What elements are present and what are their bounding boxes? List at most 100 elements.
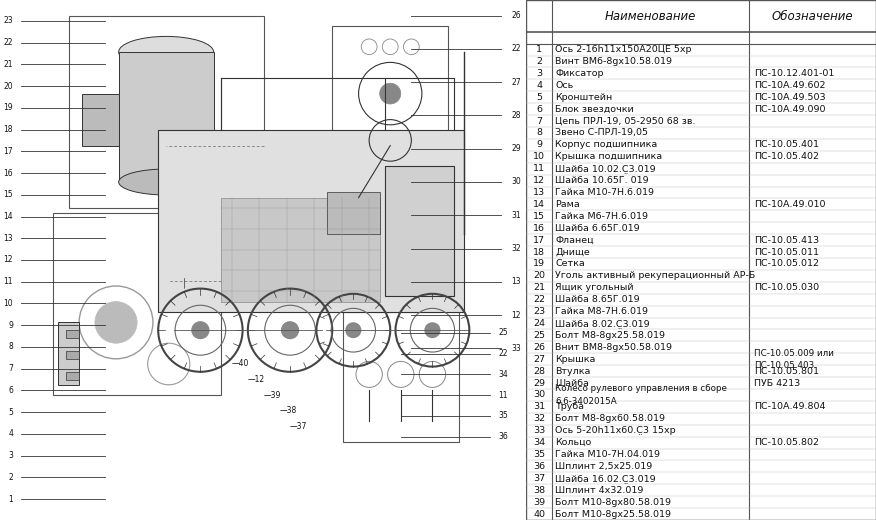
Text: Блок звездочки: Блок звездочки [555, 105, 634, 114]
Text: Корпус подшипника: Корпус подшипника [555, 140, 657, 149]
Circle shape [281, 322, 299, 339]
Text: 15: 15 [4, 190, 13, 199]
Text: 34: 34 [498, 370, 508, 379]
Text: Шайба 8.02.С̤3.019: Шайба 8.02.С̤3.019 [555, 319, 650, 328]
Text: 19: 19 [533, 259, 545, 268]
Text: Труба: Труба [555, 402, 584, 411]
Text: 12: 12 [533, 176, 545, 185]
Text: Кольцо: Кольцо [555, 438, 591, 447]
Bar [118, 52, 214, 182]
Text: ПУБ 4213: ПУБ 4213 [754, 379, 801, 387]
Text: 3: 3 [8, 451, 13, 460]
Text: 6: 6 [8, 386, 13, 395]
Text: Крышка подшипника: Крышка подшипника [555, 152, 662, 161]
Text: 21: 21 [533, 283, 545, 292]
Text: 13: 13 [512, 277, 521, 287]
Text: 37: 37 [533, 474, 545, 483]
Text: ПС-10.05.413: ПС-10.05.413 [754, 236, 819, 245]
Text: 40: 40 [533, 510, 545, 518]
Text: 3: 3 [536, 69, 542, 78]
Text: 32: 32 [533, 414, 545, 423]
Bar [66, 330, 79, 338]
Text: 22: 22 [4, 38, 13, 47]
Text: Шплинт 4x32.019: Шплинт 4x32.019 [555, 486, 644, 495]
Text: 6,6-3402015А: 6,6-3402015А [555, 397, 617, 406]
Text: Кронштейн: Кронштейн [555, 93, 612, 102]
Text: ПС-10А.49.503: ПС-10А.49.503 [754, 93, 826, 102]
Text: —37: —37 [290, 422, 307, 431]
Text: 27: 27 [512, 77, 521, 87]
Text: Звено С-ПРЛ-19,05: Звено С-ПРЛ-19,05 [555, 128, 648, 137]
Text: 24: 24 [533, 319, 545, 328]
Text: 36: 36 [533, 462, 545, 471]
Text: 8: 8 [9, 343, 13, 352]
Text: 36: 36 [498, 432, 508, 441]
Text: Гайка М10-7Н.04.019: Гайка М10-7Н.04.019 [555, 450, 661, 459]
Text: Обозначение: Обозначение [772, 9, 853, 22]
Text: Днище: Днище [555, 248, 590, 256]
Text: Шайба 16.02.С̤3.019: Шайба 16.02.С̤3.019 [555, 474, 656, 483]
Bar [222, 198, 379, 302]
Text: 2: 2 [9, 473, 13, 482]
Text: Рама: Рама [555, 200, 580, 209]
Text: Гайка М6-7Н.6.019: Гайка М6-7Н.6.019 [555, 212, 648, 221]
Bar [159, 130, 464, 312]
Text: 13: 13 [4, 234, 13, 243]
Text: 39: 39 [533, 498, 545, 506]
Text: Болт М8-8gx60.58.019: Болт М8-8gx60.58.019 [555, 414, 665, 423]
Text: Шайба: Шайба [555, 379, 589, 387]
Text: ПС-10А.49.010: ПС-10А.49.010 [754, 200, 826, 209]
Text: Шплинт 2,5x25.019: Шплинт 2,5x25.019 [555, 462, 653, 471]
Text: Шайба 10.65Г. 019: Шайба 10.65Г. 019 [555, 176, 649, 185]
Text: 25: 25 [498, 328, 508, 337]
Text: ПС-10А.49.602: ПС-10А.49.602 [754, 81, 826, 90]
Text: 25: 25 [533, 331, 545, 340]
Text: 18: 18 [533, 248, 545, 256]
Text: 14: 14 [533, 200, 545, 209]
Text: Крышка: Крышка [555, 355, 596, 364]
Text: 16: 16 [533, 224, 545, 233]
Text: 17: 17 [4, 147, 13, 156]
Text: Фиксатор: Фиксатор [555, 69, 604, 78]
Text: Ось 2-16h11x150A20ЦЕ 5хр: Ось 2-16h11x150A20ЦЕ 5хр [555, 45, 692, 54]
Bar [327, 192, 379, 234]
Bar [68, 16, 264, 208]
Bar [53, 213, 222, 395]
Text: Винт ВМ6-8gx10.58.019: Винт ВМ6-8gx10.58.019 [555, 57, 672, 66]
Text: 26: 26 [533, 343, 545, 352]
Text: 11: 11 [4, 277, 13, 286]
Text: 28: 28 [512, 111, 521, 120]
Text: 20: 20 [4, 82, 13, 90]
Text: Фланец: Фланец [555, 236, 594, 245]
Text: ПС-10.05.030: ПС-10.05.030 [754, 283, 819, 292]
Text: 10: 10 [533, 152, 545, 161]
Text: 30: 30 [533, 391, 545, 399]
Text: 31: 31 [512, 211, 521, 220]
Text: 26: 26 [512, 11, 521, 20]
Text: 22: 22 [498, 349, 508, 358]
Text: Гайка М8-7Н.6.019: Гайка М8-7Н.6.019 [555, 307, 648, 316]
Circle shape [95, 302, 138, 343]
Circle shape [379, 83, 401, 104]
Text: Ось: Ось [555, 81, 574, 90]
Text: Колесо рулевого управления в сборе: Колесо рулевого управления в сборе [555, 384, 727, 393]
Text: 21: 21 [4, 60, 13, 69]
Ellipse shape [118, 169, 214, 195]
Text: ПС-10.05.403: ПС-10.05.403 [754, 361, 815, 370]
Bar [343, 312, 459, 442]
Text: 2: 2 [536, 57, 542, 66]
Bar [332, 26, 449, 182]
Text: —38: —38 [279, 406, 297, 415]
Text: 7: 7 [536, 116, 542, 126]
Text: 1: 1 [9, 495, 13, 504]
Text: ПС-10.05.801: ПС-10.05.801 [754, 367, 819, 375]
Text: 18: 18 [4, 125, 13, 134]
Text: Цепь ПРЛ-19, 05-2950 68 зв.: Цепь ПРЛ-19, 05-2950 68 зв. [555, 116, 696, 126]
Text: 19: 19 [4, 103, 13, 112]
Text: 27: 27 [533, 355, 545, 364]
Text: 20: 20 [533, 271, 545, 280]
Text: Шайба 6.65Г.019: Шайба 6.65Г.019 [555, 224, 639, 233]
Text: Ось 5-20h11x60.С̤3 15хр: Ось 5-20h11x60.С̤3 15хр [555, 426, 675, 435]
Text: 29: 29 [512, 144, 521, 153]
Text: 9: 9 [8, 321, 13, 330]
